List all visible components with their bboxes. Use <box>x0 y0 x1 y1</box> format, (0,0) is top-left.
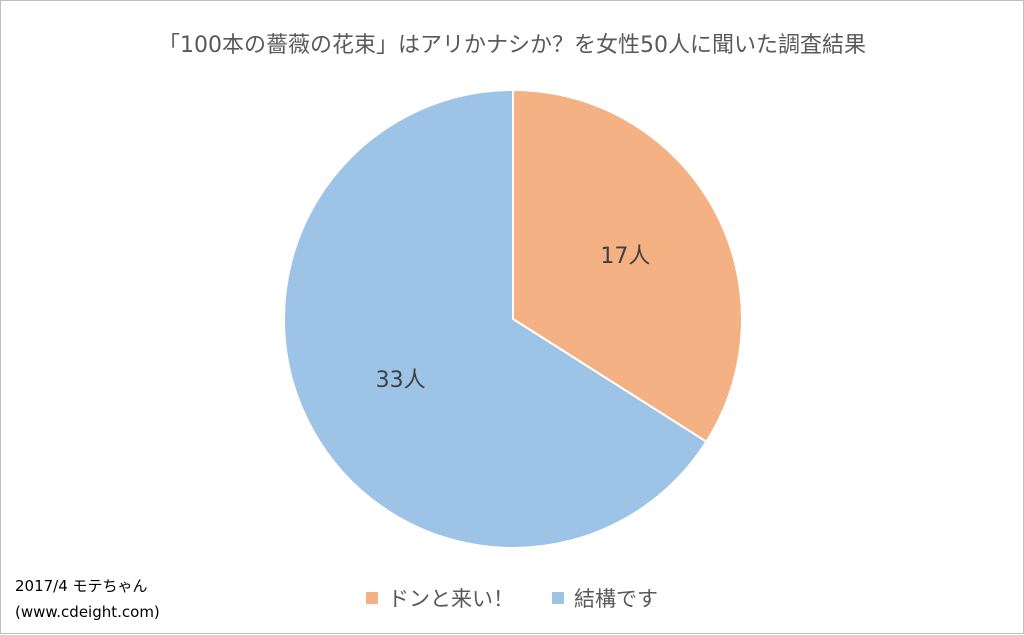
legend-label: 結構です <box>574 587 658 611</box>
legend-label: ドンと来い！ <box>388 587 514 611</box>
pie-slice-kekkou-desu <box>283 88 708 549</box>
data-label-kekkou-desu: 33人 <box>376 368 426 393</box>
legend-item-kekkou-desu: 結構です <box>552 583 658 613</box>
credit-text: 2017/4 モテちゃん (www.cdeight.com) <box>15 573 160 625</box>
chart-title: 「100本の薔薇の花束」はアリかナシか？を女性50人に聞いた調査結果 <box>158 33 866 58</box>
legend-item-don-to-koi: ドンと来い！ <box>366 583 514 613</box>
legend-swatch-orange <box>366 592 378 604</box>
chart-legend: ドンと来い！ 結構です <box>1 583 1023 613</box>
legend-swatch-blue <box>552 592 564 604</box>
pie-slice-don-to-koi <box>512 88 743 444</box>
data-label-don-to-koi: 17人 <box>600 244 650 269</box>
credit-line-url: (www.cdeight.com) <box>15 603 160 621</box>
credit-line-date-author: 2017/4 モテちゃん <box>15 577 148 595</box>
